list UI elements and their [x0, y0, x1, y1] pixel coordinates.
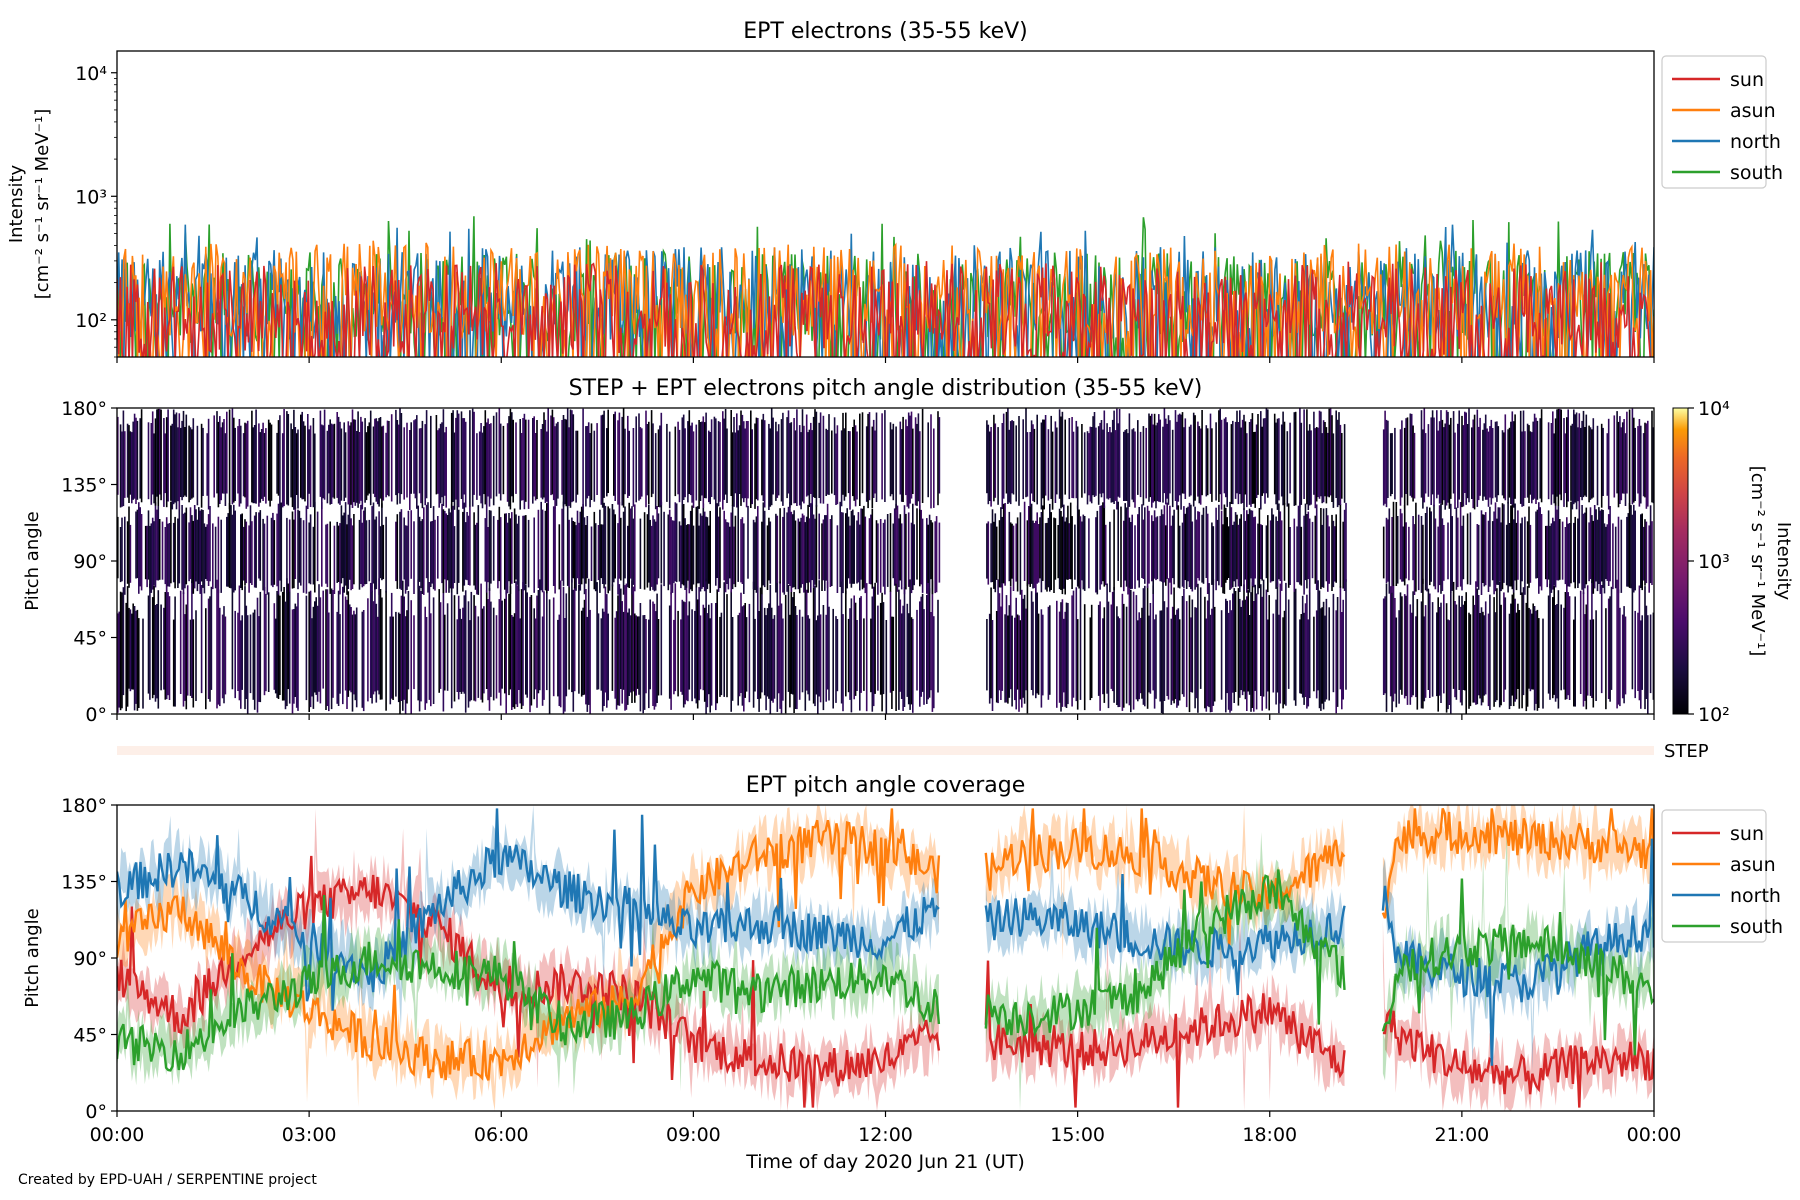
colorbar-ticks: 10² 10³ 10⁴	[1688, 398, 1730, 726]
x-tick-label: 03:00	[282, 1124, 337, 1146]
x-tick-label: 15:00	[1050, 1124, 1105, 1146]
panel2-ytick-label: 135°	[61, 475, 107, 497]
panel3-band-sun	[117, 808, 939, 1111]
legend-label-south: south	[1730, 916, 1783, 938]
panel2-title: STEP + EPT electrons pitch angle distrib…	[569, 376, 1203, 401]
panel3-legend: sun asun north south	[1661, 809, 1783, 943]
panel2-ylabel: Pitch angle	[22, 511, 43, 610]
panel2-axes: 0° 45° 90° 135° 180°	[61, 398, 1655, 726]
panel3-series-south	[117, 894, 941, 1072]
panel3-series-sun	[1382, 1007, 1654, 1108]
panel1-ytick-label: 10²	[75, 310, 107, 332]
panel3-ytick-label: 45°	[73, 1025, 107, 1047]
x-tick-label: 00:00	[90, 1124, 145, 1146]
legend-label-asun: asun	[1730, 854, 1776, 876]
panel3-ytick-label: 90°	[73, 948, 107, 970]
panel1-plot-area	[117, 216, 1654, 357]
x-axis-label: Time of day 2020 Jun 21 (UT)	[745, 1151, 1025, 1173]
panel3-ytick-label: 0°	[85, 1101, 107, 1123]
panel3-band-north	[1382, 858, 1654, 1072]
panel3-series-asun	[1381, 807, 1654, 919]
colorbar-label: Intensity	[1773, 522, 1794, 601]
panel3-series-sun	[984, 960, 1346, 1108]
legend-label-south: south	[1730, 162, 1783, 184]
panel3-band-south	[1382, 827, 1654, 1081]
x-tick-label: 00:00	[1627, 1124, 1682, 1146]
panel1-legend: sun asun north south	[1661, 55, 1783, 189]
legend-label-north: north	[1730, 885, 1781, 907]
legend-label-asun: asun	[1730, 100, 1776, 122]
step-label: STEP	[1664, 741, 1709, 762]
panel3-series-south	[984, 869, 1346, 1038]
legend-label-north: north	[1730, 131, 1781, 153]
panel3-ytick-label: 180°	[61, 795, 107, 817]
panel1-ytick-label: 10⁴	[75, 63, 107, 85]
x-tick-label: 12:00	[858, 1124, 913, 1146]
x-tick-label: 09:00	[666, 1124, 721, 1146]
panel2-heatmap	[117, 408, 1654, 714]
panel3-series-north	[117, 808, 940, 1011]
panel1-title: EPT electrons (35-55 keV)	[743, 19, 1028, 44]
panel2-ytick-label: 45°	[73, 628, 107, 650]
panel3-series-north	[1381, 838, 1654, 1066]
legend-label-sun: sun	[1730, 823, 1764, 845]
panel1-ylabel-units: [cm⁻² s⁻¹ sr⁻¹ MeV⁻¹]	[32, 109, 53, 300]
colorbar	[1672, 407, 1689, 715]
panel1-axes: 10² 10³ 10⁴	[75, 63, 1655, 363]
credit-text: Created by EPD-UAH / SERPENTINE project	[18, 1172, 317, 1188]
panel3-series-north	[984, 873, 1346, 996]
panel1-ytick-label: 10³	[75, 186, 107, 208]
panel3-band-asun	[985, 805, 1345, 990]
panel3-series-south	[1381, 878, 1654, 1056]
panel3-title: EPT pitch angle coverage	[746, 773, 1026, 798]
legend-label-sun: sun	[1730, 69, 1764, 91]
panel3-band-asun	[117, 805, 939, 1111]
panel3-plot-area	[117, 805, 1654, 1111]
panel3-axes: 0° 45° 90° 135° 180° 00:00 03:00 06:00 09:00 12:0…	[61, 795, 1681, 1146]
colorbar-tick-label: 10³	[1698, 551, 1730, 573]
panel1-ylabel: Intensity	[6, 164, 27, 243]
panel3-series-asun	[117, 808, 941, 1081]
panel1-series-sun	[117, 261, 1651, 357]
colorbar-units: [cm⁻² s⁻¹ sr⁻¹ MeV⁻¹]	[1747, 466, 1768, 657]
x-tick-label: 21:00	[1434, 1124, 1489, 1146]
panel3-ytick-label: 135°	[61, 872, 107, 894]
x-tick-label: 06:00	[474, 1124, 529, 1146]
panel2-ytick-label: 0°	[85, 704, 107, 726]
panel2-ytick-label: 180°	[61, 398, 107, 420]
x-tick-label: 18:00	[1242, 1124, 1297, 1146]
step-strip	[117, 746, 1654, 755]
colorbar-tick-label: 10²	[1698, 704, 1730, 726]
panel2-ytick-label: 90°	[73, 551, 107, 573]
panel3-ylabel: Pitch angle	[22, 908, 43, 1007]
colorbar-tick-label: 10⁴	[1698, 398, 1730, 420]
panel3-band-sun	[985, 907, 1345, 1111]
